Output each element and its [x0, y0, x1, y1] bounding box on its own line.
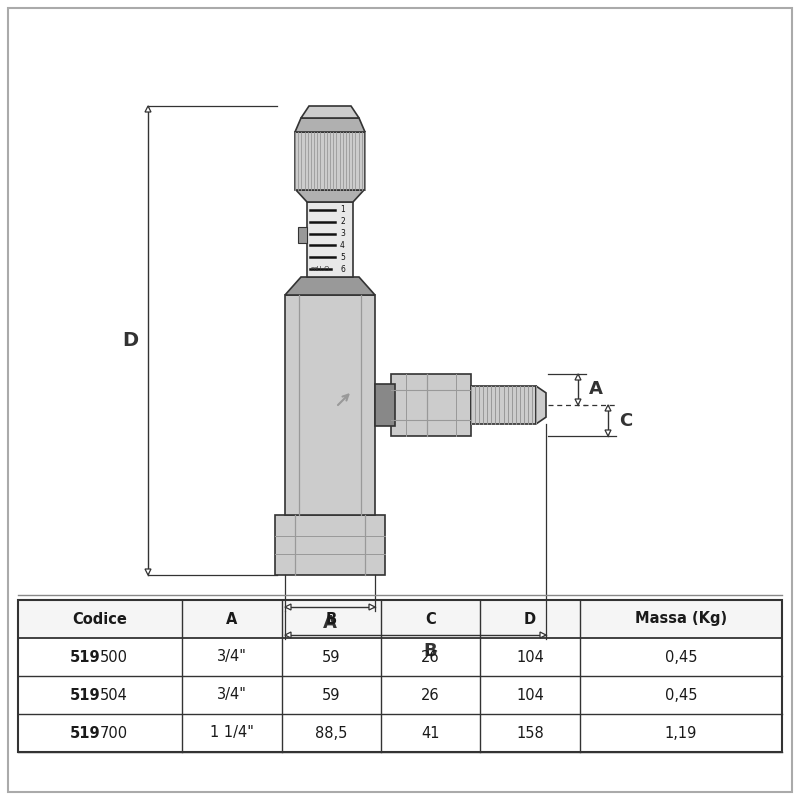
Text: 5: 5	[340, 253, 345, 262]
Text: 2: 2	[340, 218, 345, 226]
Text: 158: 158	[516, 726, 544, 741]
Polygon shape	[285, 632, 291, 638]
Bar	[391, 374, 471, 436]
Text: A: A	[589, 381, 603, 398]
Text: 3: 3	[340, 229, 345, 238]
Bar	[375, 384, 395, 426]
Text: 1: 1	[340, 206, 345, 214]
Polygon shape	[145, 106, 151, 112]
Text: D: D	[524, 611, 536, 626]
Text: Codice: Codice	[73, 611, 127, 626]
Text: 104: 104	[516, 687, 544, 702]
Text: 519: 519	[70, 726, 100, 741]
Text: 519: 519	[70, 650, 100, 665]
Polygon shape	[285, 277, 375, 295]
Polygon shape	[296, 190, 364, 202]
Bar	[18, 714, 782, 752]
Text: 1 1/4": 1 1/4"	[210, 726, 254, 741]
Text: 1,19: 1,19	[665, 726, 697, 741]
Text: B: B	[326, 611, 337, 626]
Text: B: B	[424, 642, 438, 660]
Polygon shape	[575, 399, 581, 405]
Text: 0,45: 0,45	[665, 650, 697, 665]
Text: 88,5: 88,5	[315, 726, 347, 741]
Bar	[18, 600, 782, 638]
Bar	[275, 515, 385, 575]
Text: 500: 500	[100, 650, 128, 665]
Polygon shape	[605, 430, 611, 436]
Text: 41: 41	[422, 726, 440, 741]
Polygon shape	[605, 405, 611, 411]
Text: 3/4": 3/4"	[217, 687, 247, 702]
Bar	[307, 202, 353, 277]
Bar	[18, 600, 782, 752]
Text: A: A	[226, 611, 238, 626]
Text: 0,45: 0,45	[665, 687, 697, 702]
Bar	[295, 132, 365, 190]
Text: 519: 519	[70, 687, 100, 702]
Polygon shape	[295, 118, 365, 132]
Text: C: C	[425, 611, 436, 626]
Text: 4: 4	[340, 241, 345, 250]
Text: 700: 700	[100, 726, 128, 741]
Text: 504: 504	[100, 687, 128, 702]
Text: A: A	[323, 614, 337, 632]
Text: 26: 26	[422, 650, 440, 665]
Polygon shape	[575, 374, 581, 380]
Text: Massa (Kg): Massa (Kg)	[634, 611, 727, 626]
Polygon shape	[145, 569, 151, 575]
Bar	[298, 227, 307, 243]
Text: 3/4": 3/4"	[217, 650, 247, 665]
Polygon shape	[536, 386, 546, 424]
Bar	[18, 676, 782, 714]
Polygon shape	[301, 106, 359, 118]
Bar	[18, 638, 782, 676]
Text: 26: 26	[422, 687, 440, 702]
Text: 6: 6	[340, 265, 345, 274]
Polygon shape	[369, 604, 375, 610]
Polygon shape	[285, 604, 291, 610]
Bar	[285, 295, 375, 515]
Polygon shape	[540, 632, 546, 638]
Text: 59: 59	[322, 687, 341, 702]
Text: mH₂O: mH₂O	[310, 266, 330, 272]
Text: 59: 59	[322, 650, 341, 665]
Text: 104: 104	[516, 650, 544, 665]
Bar	[471, 386, 536, 424]
Text: D: D	[122, 331, 138, 350]
Text: C: C	[619, 411, 633, 430]
